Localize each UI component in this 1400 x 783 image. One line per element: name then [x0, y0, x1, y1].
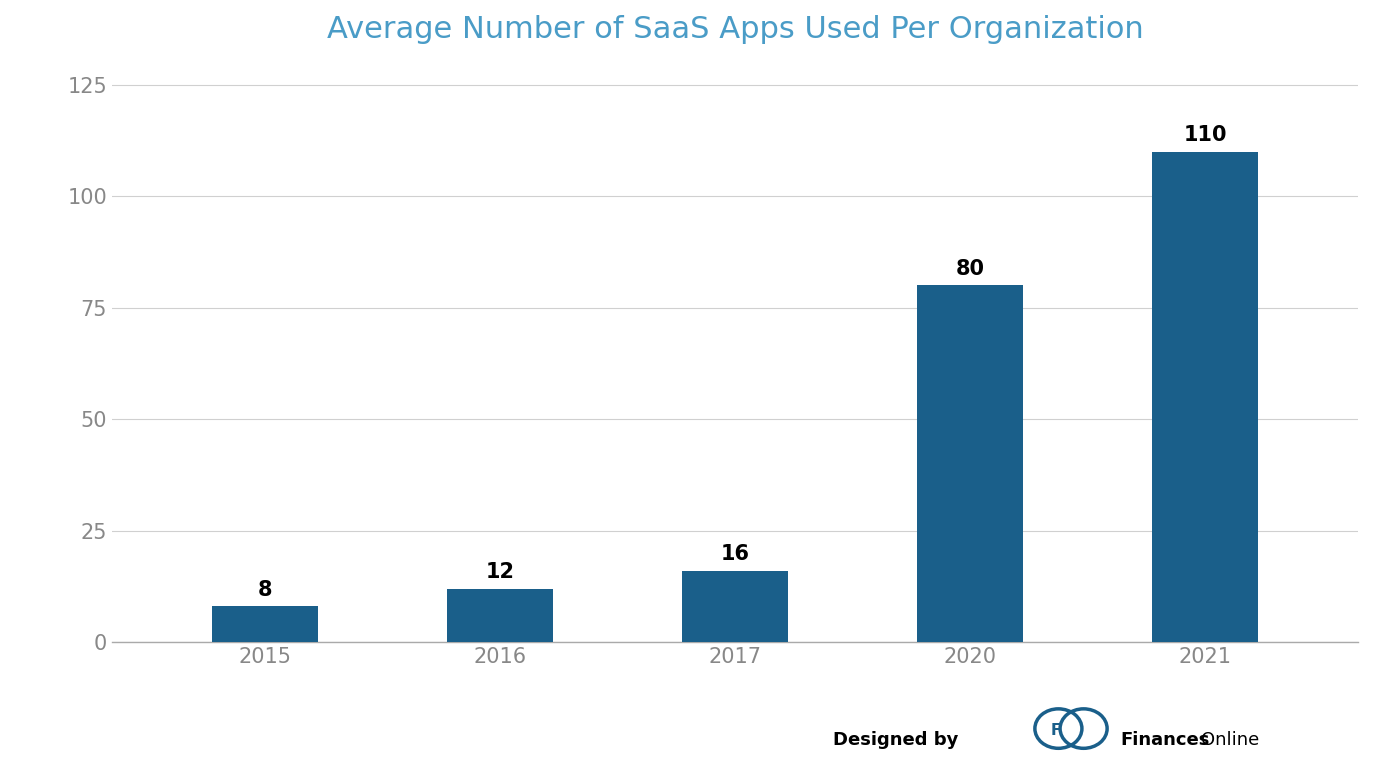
- Title: Average Number of SaaS Apps Used Per Organization: Average Number of SaaS Apps Used Per Org…: [326, 15, 1144, 44]
- Bar: [447, 589, 553, 642]
- Text: 8: 8: [258, 579, 272, 600]
- Text: Designed by: Designed by: [833, 731, 959, 749]
- Text: 80: 80: [956, 259, 984, 279]
- Bar: [211, 606, 318, 642]
- Text: F: F: [1050, 723, 1061, 738]
- Bar: [917, 286, 1023, 642]
- Text: 12: 12: [486, 562, 514, 582]
- Text: Finances: Finances: [1120, 731, 1210, 749]
- Bar: [682, 571, 788, 642]
- Text: 16: 16: [721, 544, 749, 564]
- Text: Online: Online: [1201, 731, 1260, 749]
- Text: 110: 110: [1183, 125, 1226, 145]
- Bar: [1152, 152, 1259, 642]
